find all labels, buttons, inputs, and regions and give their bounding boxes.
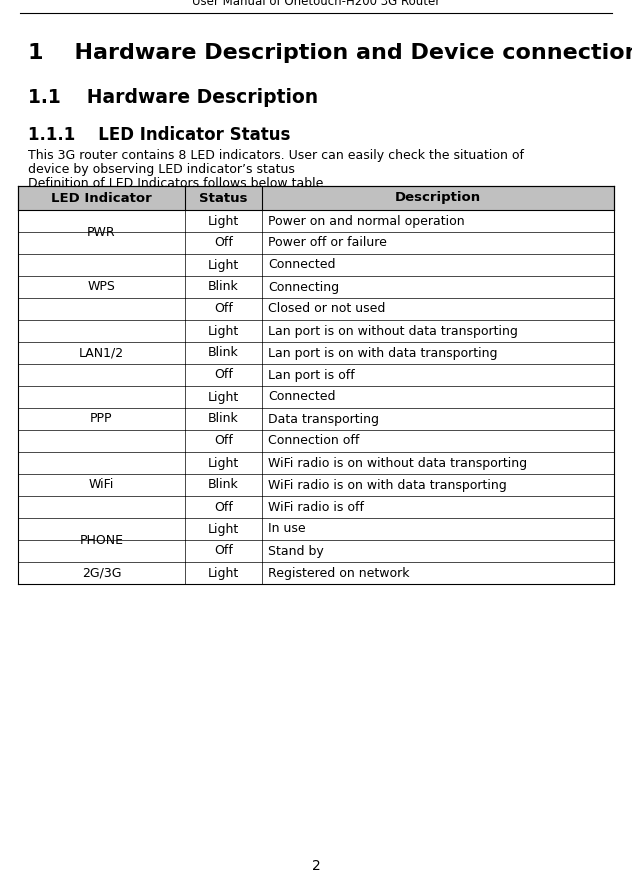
- Text: WiFi radio is off: WiFi radio is off: [269, 501, 365, 513]
- Text: Light: Light: [208, 215, 240, 227]
- Text: Blink: Blink: [209, 346, 239, 360]
- Text: Light: Light: [208, 567, 240, 580]
- Text: LAN1/2: LAN1/2: [79, 346, 124, 360]
- Text: Light: Light: [208, 258, 240, 272]
- Text: User Manual of Onetouch-H200 3G Router: User Manual of Onetouch-H200 3G Router: [192, 0, 440, 8]
- Text: Off: Off: [214, 236, 233, 250]
- Text: Data transporting: Data transporting: [269, 413, 379, 425]
- Text: Lan port is off: Lan port is off: [269, 369, 355, 382]
- Text: Connected: Connected: [269, 258, 336, 272]
- Text: PPP: PPP: [90, 413, 112, 425]
- Text: 1.1    Hardware Description: 1.1 Hardware Description: [28, 88, 318, 107]
- Text: Blink: Blink: [209, 413, 239, 425]
- Text: Definition of LED Indicators follows below table.: Definition of LED Indicators follows bel…: [28, 177, 327, 190]
- Text: Light: Light: [208, 391, 240, 403]
- Text: Light: Light: [208, 324, 240, 337]
- Text: Connecting: Connecting: [269, 281, 339, 294]
- Text: WiFi radio is on with data transporting: WiFi radio is on with data transporting: [269, 479, 507, 491]
- Text: In use: In use: [269, 522, 306, 535]
- Text: Light: Light: [208, 522, 240, 535]
- Text: 1.1.1    LED Indicator Status: 1.1.1 LED Indicator Status: [28, 126, 290, 144]
- Text: Connected: Connected: [269, 391, 336, 403]
- Text: Closed or not used: Closed or not used: [269, 303, 386, 315]
- Bar: [18, 186, 614, 210]
- Text: Off: Off: [214, 369, 233, 382]
- Text: PHONE: PHONE: [80, 534, 123, 546]
- Text: Lan port is on without data transporting: Lan port is on without data transporting: [269, 324, 518, 337]
- Text: Stand by: Stand by: [269, 544, 324, 558]
- Text: device by observing LED indicator’s status: device by observing LED indicator’s stat…: [28, 163, 295, 176]
- Text: Description: Description: [395, 192, 481, 204]
- Text: Status: Status: [199, 192, 248, 204]
- Text: Off: Off: [214, 544, 233, 558]
- Text: This 3G router contains 8 LED indicators. User can easily check the situation of: This 3G router contains 8 LED indicators…: [28, 149, 524, 162]
- Text: Lan port is on with data transporting: Lan port is on with data transporting: [269, 346, 498, 360]
- Text: WiFi radio is on without data transporting: WiFi radio is on without data transporti…: [269, 456, 528, 470]
- Text: Blink: Blink: [209, 479, 239, 491]
- Text: Power on and normal operation: Power on and normal operation: [269, 215, 465, 227]
- Text: LED Indicator: LED Indicator: [51, 192, 152, 204]
- Text: Blink: Blink: [209, 281, 239, 294]
- Text: Off: Off: [214, 501, 233, 513]
- Text: PWR: PWR: [87, 226, 116, 239]
- Text: Off: Off: [214, 303, 233, 315]
- Text: 2: 2: [312, 859, 320, 873]
- Text: WPS: WPS: [87, 281, 116, 294]
- Text: Power off or failure: Power off or failure: [269, 236, 387, 250]
- Text: Registered on network: Registered on network: [269, 567, 410, 580]
- Text: Light: Light: [208, 456, 240, 470]
- Text: Connection off: Connection off: [269, 434, 360, 448]
- Text: 2G/3G: 2G/3G: [82, 567, 121, 580]
- Text: WiFi: WiFi: [88, 479, 114, 491]
- Text: 1    Hardware Description and Device connection: 1 Hardware Description and Device connec…: [28, 43, 632, 63]
- Text: Off: Off: [214, 434, 233, 448]
